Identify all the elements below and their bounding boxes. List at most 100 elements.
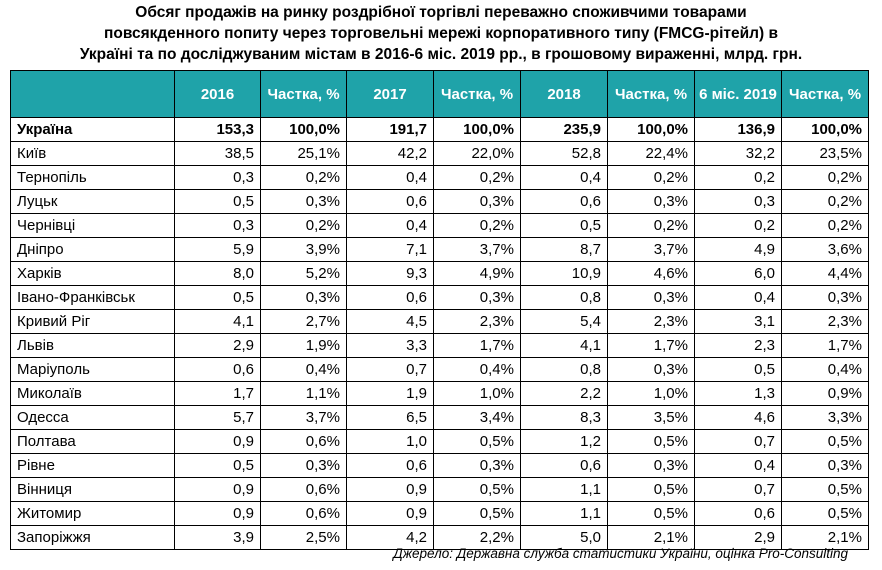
table-row: Харків 8,0 5,2% 9,3 4,9% 10,9 4,6% 6,0 4,4%	[10, 261, 869, 286]
table-title: Обсяг продажів на ринку роздрібної торгі…	[0, 2, 882, 65]
value-cell: 235,9	[520, 117, 608, 142]
share-cell: 23,5%	[781, 141, 869, 166]
title-line: Україні та по досліджуваним містам в 201…	[79, 46, 803, 63]
share-cell: 0,5%	[433, 501, 521, 526]
value-cell: 191,7	[346, 117, 434, 142]
share-cell: 4,4%	[781, 261, 869, 286]
city-cell: Тернопіль	[10, 165, 175, 190]
share-cell: 0,2%	[607, 165, 695, 190]
value-cell: 0,6	[346, 453, 434, 478]
share-cell: 3,6%	[781, 237, 869, 262]
share-cell: 0,3%	[607, 453, 695, 478]
share-cell: 22,0%	[433, 141, 521, 166]
value-cell: 10,9	[520, 261, 608, 286]
share-cell: 100,0%	[433, 117, 521, 142]
table-row: Кривий Ріг 4,1 2,7% 4,5 2,3% 5,4 2,3% 3,1 2,3%	[10, 309, 869, 334]
value-cell: 7,1	[346, 237, 434, 262]
value-cell: 0,9	[346, 501, 434, 526]
city-cell: Миколаїв	[10, 381, 175, 406]
share-cell: 2,1%	[607, 525, 695, 550]
share-cell: 0,3%	[781, 285, 869, 310]
value-cell: 4,6	[694, 405, 782, 430]
value-cell: 0,6	[520, 189, 608, 214]
value-cell: 2,3	[694, 333, 782, 358]
table-row: Дніпро 5,9 3,9% 7,1 3,7% 8,7 3,7% 4,9 3,6%	[10, 237, 869, 262]
value-cell: 0,9	[346, 477, 434, 502]
share-cell: 0,3%	[607, 189, 695, 214]
value-cell: 0,5	[694, 357, 782, 382]
share-cell: 0,2%	[781, 213, 869, 238]
value-cell: 0,7	[694, 429, 782, 454]
value-cell: 2,9	[174, 333, 261, 358]
share-cell: 1,7%	[607, 333, 695, 358]
header-2016: 2016	[174, 70, 261, 118]
value-cell: 8,7	[520, 237, 608, 262]
share-cell: 1,9%	[260, 333, 347, 358]
value-cell: 0,3	[694, 189, 782, 214]
share-cell: 0,4%	[781, 357, 869, 382]
share-cell: 3,7%	[260, 405, 347, 430]
value-cell: 2,2	[520, 381, 608, 406]
share-cell: 0,4%	[433, 357, 521, 382]
table-row: Маріуполь 0,6 0,4% 0,7 0,4% 0,8 0,3% 0,5 0,4%	[10, 357, 869, 382]
share-cell: 0,6%	[260, 501, 347, 526]
city-cell: Полтава	[10, 429, 175, 454]
share-cell: 2,1%	[781, 525, 869, 550]
header-share-2019: Частка, %	[781, 70, 869, 118]
value-cell: 4,1	[174, 309, 261, 334]
share-cell: 0,5%	[607, 429, 695, 454]
value-cell: 4,2	[346, 525, 434, 550]
share-cell: 0,3%	[607, 285, 695, 310]
table-header-row: 2016 Частка, % 2017 Частка, % 2018 Частк…	[10, 70, 869, 118]
city-cell: Київ	[10, 141, 175, 166]
value-cell: 9,3	[346, 261, 434, 286]
value-cell: 0,2	[694, 165, 782, 190]
share-cell: 0,2%	[260, 165, 347, 190]
table-row: Житомир 0,9 0,6% 0,9 0,5% 1,1 0,5% 0,6 0,5%	[10, 501, 869, 526]
value-cell: 0,4	[694, 453, 782, 478]
city-cell: Івано-Франківськ	[10, 285, 175, 310]
value-cell: 0,4	[520, 165, 608, 190]
value-cell: 0,6	[520, 453, 608, 478]
share-cell: 1,7%	[781, 333, 869, 358]
city-cell: Запоріжжя	[10, 525, 175, 550]
share-cell: 1,7%	[433, 333, 521, 358]
value-cell: 0,5	[174, 453, 261, 478]
city-cell: Луцьк	[10, 189, 175, 214]
value-cell: 0,4	[346, 165, 434, 190]
value-cell: 0,3	[174, 165, 261, 190]
share-cell: 0,4%	[260, 357, 347, 382]
share-cell: 0,2%	[260, 213, 347, 238]
share-cell: 0,5%	[781, 429, 869, 454]
share-cell: 1,1%	[260, 381, 347, 406]
value-cell: 0,6	[346, 189, 434, 214]
header-city	[10, 70, 175, 118]
city-cell: Житомир	[10, 501, 175, 526]
city-cell: Маріуполь	[10, 357, 175, 382]
value-cell: 5,7	[174, 405, 261, 430]
value-cell: 2,9	[694, 525, 782, 550]
value-cell: 32,2	[694, 141, 782, 166]
share-cell: 0,3%	[260, 453, 347, 478]
share-cell: 3,7%	[433, 237, 521, 262]
share-cell: 3,3%	[781, 405, 869, 430]
value-cell: 3,3	[346, 333, 434, 358]
value-cell: 0,6	[694, 501, 782, 526]
value-cell: 4,1	[520, 333, 608, 358]
share-cell: 0,3%	[433, 453, 521, 478]
table-row: Київ 38,5 25,1% 42,2 22,0% 52,8 22,4% 32,2 23,5%	[10, 141, 869, 166]
table-row: Рівне 0,5 0,3% 0,6 0,3% 0,6 0,3% 0,4 0,3%	[10, 453, 869, 478]
share-cell: 0,3%	[260, 189, 347, 214]
share-cell: 3,7%	[607, 237, 695, 262]
value-cell: 5,4	[520, 309, 608, 334]
share-cell: 0,5%	[607, 501, 695, 526]
value-cell: 1,7	[174, 381, 261, 406]
header-2017: 2017	[346, 70, 434, 118]
share-cell: 2,3%	[781, 309, 869, 334]
value-cell: 0,7	[694, 477, 782, 502]
share-cell: 100,0%	[781, 117, 869, 142]
share-cell: 2,3%	[607, 309, 695, 334]
city-cell: Харків	[10, 261, 175, 286]
share-cell: 100,0%	[607, 117, 695, 142]
